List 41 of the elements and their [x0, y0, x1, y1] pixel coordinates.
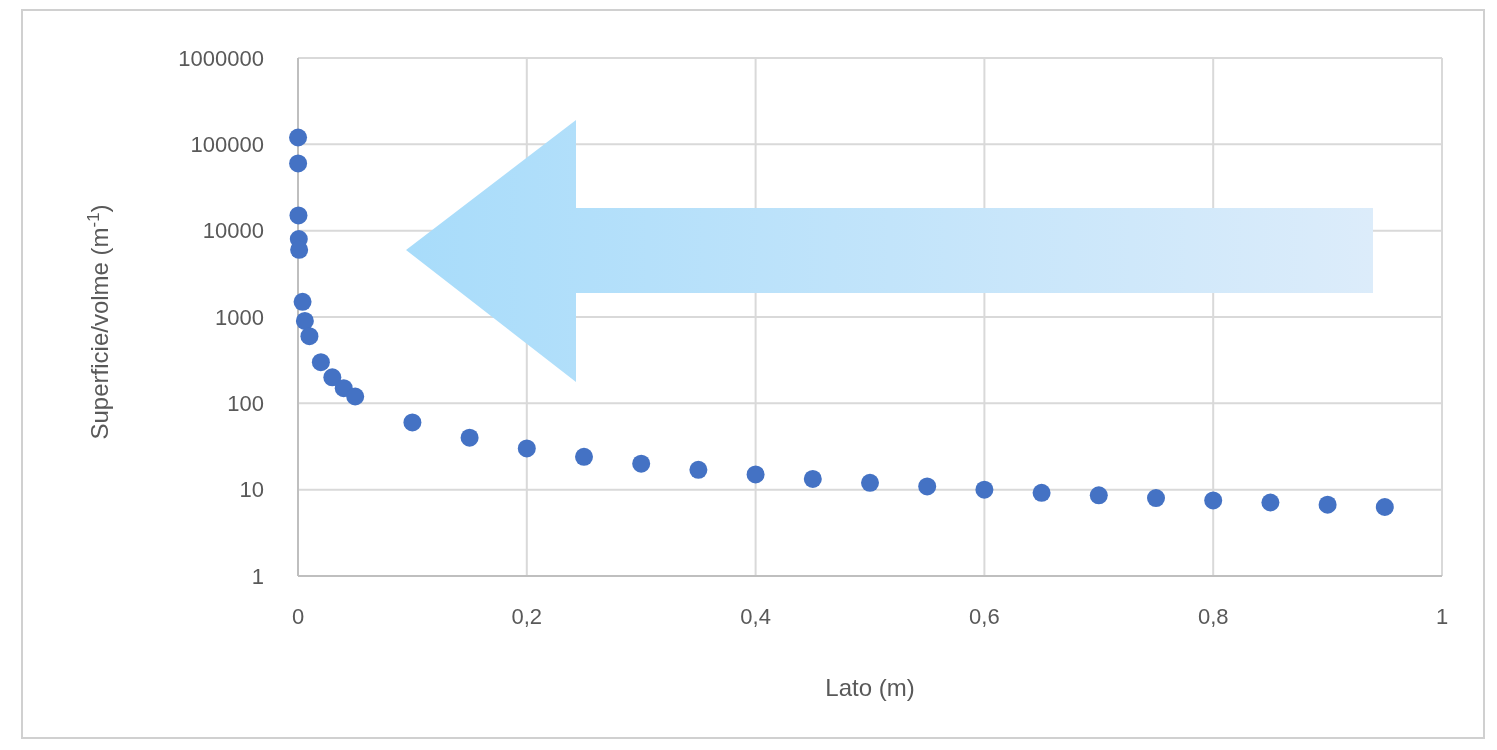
point — [975, 480, 994, 499]
x-axis-title: Lato (m) — [825, 674, 915, 701]
point — [803, 469, 822, 488]
point — [323, 368, 342, 387]
point — [746, 465, 765, 484]
x-tick-label: 0,4 — [740, 604, 771, 629]
point — [575, 447, 593, 466]
point — [1261, 493, 1280, 512]
point — [289, 154, 308, 173]
point — [300, 327, 319, 346]
y-tick-label: 10 — [239, 477, 264, 503]
point — [403, 413, 422, 432]
point — [517, 439, 536, 458]
point — [293, 292, 312, 311]
x-tick-label: 0 — [291, 604, 305, 629]
y-tick-label: 10000 — [202, 218, 264, 244]
point — [289, 128, 308, 147]
point — [295, 311, 314, 330]
x-tick-label: 0,2 — [511, 604, 543, 629]
point — [918, 477, 937, 496]
point — [311, 353, 330, 372]
point — [1089, 486, 1108, 505]
y-tick-label: 100000 — [190, 132, 264, 158]
x-tick-label: 0,6 — [969, 604, 1000, 629]
y-tick-label: 1000 — [215, 304, 264, 330]
point — [1032, 483, 1051, 502]
y-tick-label: 1 — [251, 563, 264, 589]
x-tick-label: 0,8 — [1197, 604, 1229, 629]
point — [1204, 491, 1223, 510]
point — [1375, 497, 1394, 516]
point — [1147, 489, 1165, 508]
point — [289, 206, 308, 225]
point — [861, 473, 879, 492]
point — [346, 387, 365, 406]
y-tick-label: 1000000 — [178, 45, 264, 71]
point — [460, 428, 479, 447]
point — [632, 454, 651, 473]
x-tick-label: 1 — [1435, 604, 1449, 629]
point — [1318, 495, 1337, 514]
point — [689, 460, 708, 479]
y-tick-label: 100 — [227, 391, 264, 417]
